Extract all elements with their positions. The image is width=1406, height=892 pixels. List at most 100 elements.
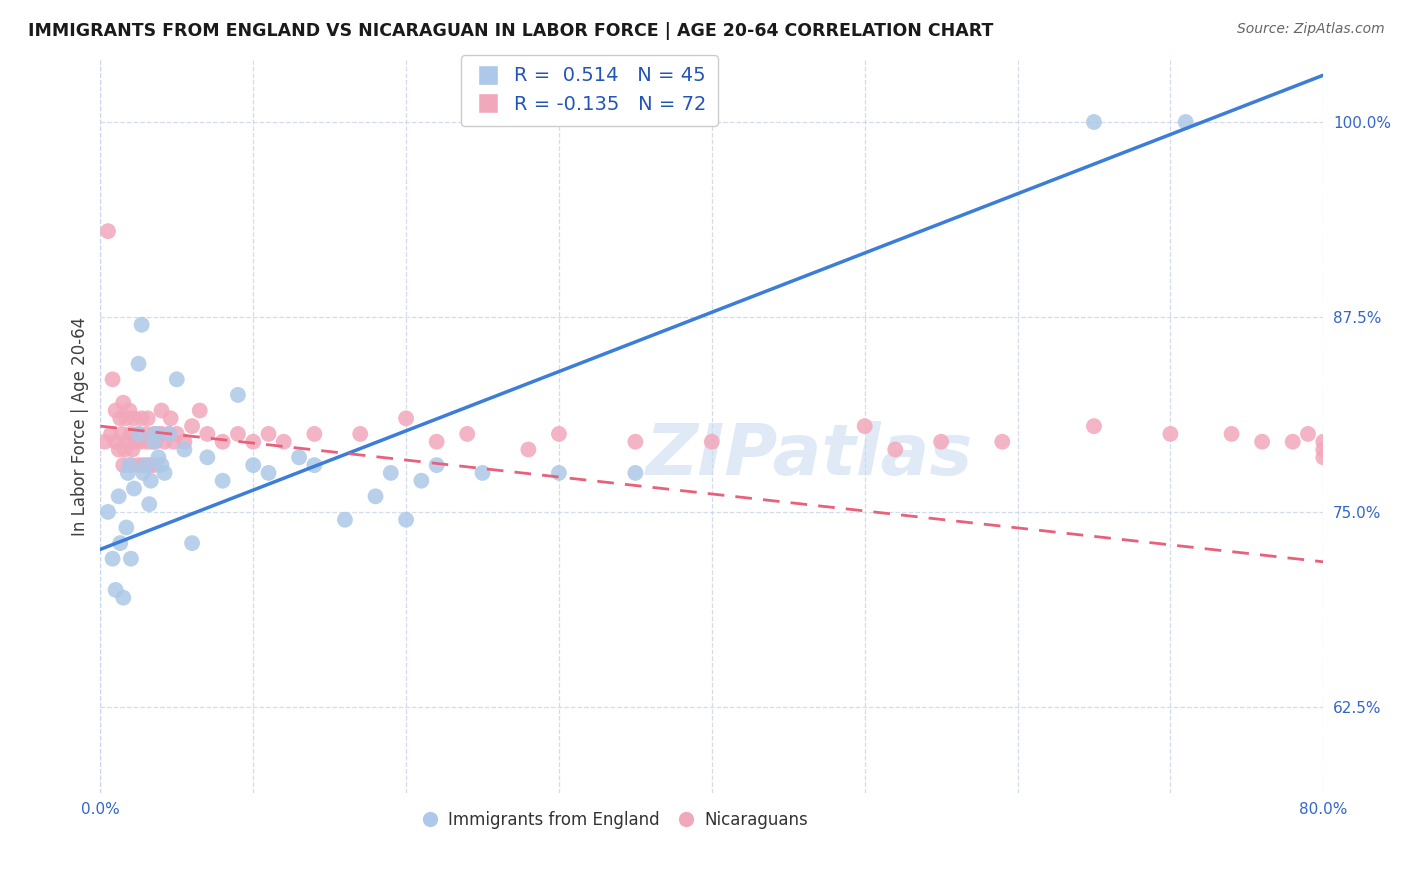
- Point: [157, 426, 180, 441]
- Point: [153, 466, 176, 480]
- Point: [104, 582, 127, 597]
- Point: [142, 434, 165, 449]
- Point: [226, 426, 249, 441]
- Point: [853, 419, 876, 434]
- Point: [138, 497, 160, 511]
- Point: [122, 482, 145, 496]
- Point: [181, 419, 204, 434]
- Point: [288, 450, 311, 465]
- Point: [1312, 442, 1334, 457]
- Point: [115, 520, 138, 534]
- Point: [257, 466, 280, 480]
- Point: [150, 403, 173, 417]
- Point: [548, 426, 571, 441]
- Point: [128, 426, 150, 441]
- Point: [117, 466, 139, 480]
- Point: [94, 434, 117, 449]
- Point: [104, 434, 127, 449]
- Point: [97, 505, 120, 519]
- Point: [456, 426, 478, 441]
- Point: [884, 442, 907, 457]
- Point: [101, 551, 124, 566]
- Point: [139, 434, 162, 449]
- Point: [211, 434, 233, 449]
- Point: [1312, 434, 1334, 449]
- Y-axis label: In Labor Force | Age 20-64: In Labor Force | Age 20-64: [72, 317, 89, 536]
- Point: [131, 411, 153, 425]
- Point: [129, 434, 152, 449]
- Point: [173, 434, 195, 449]
- Point: [121, 442, 143, 457]
- Point: [118, 458, 141, 472]
- Point: [131, 318, 153, 332]
- Point: [142, 426, 165, 441]
- Point: [132, 458, 155, 472]
- Point: [166, 426, 188, 441]
- Point: [1174, 115, 1197, 129]
- Point: [110, 411, 132, 425]
- Point: [135, 434, 157, 449]
- Point: [1251, 434, 1274, 449]
- Point: [120, 458, 142, 472]
- Point: [364, 489, 387, 503]
- Point: [101, 372, 124, 386]
- Point: [395, 411, 418, 425]
- Point: [333, 513, 356, 527]
- Point: [426, 458, 449, 472]
- Point: [145, 426, 167, 441]
- Point: [115, 411, 138, 425]
- Point: [1083, 115, 1105, 129]
- Point: [120, 426, 142, 441]
- Point: [1296, 426, 1319, 441]
- Point: [135, 458, 157, 472]
- Point: [163, 434, 186, 449]
- Point: [124, 434, 146, 449]
- Point: [117, 434, 139, 449]
- Point: [122, 411, 145, 425]
- Point: [380, 466, 402, 480]
- Point: [107, 489, 129, 503]
- Point: [624, 434, 647, 449]
- Point: [173, 442, 195, 457]
- Point: [624, 466, 647, 480]
- Point: [1083, 419, 1105, 434]
- Point: [517, 442, 540, 457]
- Text: Source: ZipAtlas.com: Source: ZipAtlas.com: [1237, 22, 1385, 37]
- Point: [150, 458, 173, 472]
- Point: [349, 426, 371, 441]
- Point: [304, 458, 326, 472]
- Point: [120, 551, 142, 566]
- Point: [242, 434, 264, 449]
- Point: [1281, 434, 1303, 449]
- Point: [112, 591, 135, 605]
- Text: IMMIGRANTS FROM ENGLAND VS NICARAGUAN IN LABOR FORCE | AGE 20-64 CORRELATION CHA: IMMIGRANTS FROM ENGLAND VS NICARAGUAN IN…: [28, 22, 994, 40]
- Point: [226, 388, 249, 402]
- Point: [188, 403, 211, 417]
- Point: [104, 403, 127, 417]
- Point: [273, 434, 295, 449]
- Point: [1159, 426, 1181, 441]
- Point: [1312, 450, 1334, 465]
- Point: [128, 357, 150, 371]
- Legend: Immigrants from England, Nicaraguans: Immigrants from England, Nicaraguans: [413, 805, 815, 836]
- Point: [181, 536, 204, 550]
- Point: [145, 434, 167, 449]
- Point: [110, 536, 132, 550]
- Point: [118, 403, 141, 417]
- Point: [111, 426, 134, 441]
- Point: [166, 372, 188, 386]
- Point: [132, 466, 155, 480]
- Point: [148, 426, 170, 441]
- Point: [128, 426, 150, 441]
- Point: [471, 466, 494, 480]
- Point: [548, 466, 571, 480]
- Point: [112, 458, 135, 472]
- Point: [107, 442, 129, 457]
- Point: [114, 442, 136, 457]
- Point: [257, 426, 280, 441]
- Text: ZIPatlas: ZIPatlas: [645, 421, 973, 490]
- Point: [148, 450, 170, 465]
- Point: [195, 426, 218, 441]
- Point: [929, 434, 952, 449]
- Point: [150, 426, 173, 441]
